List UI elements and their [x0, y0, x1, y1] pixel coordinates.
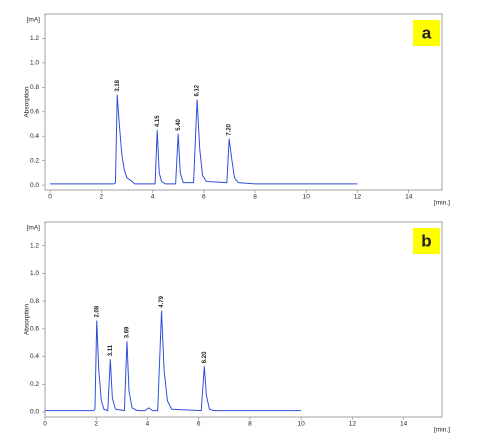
peak-label: 4.15	[155, 115, 161, 127]
x-tick-label: 0	[48, 194, 52, 201]
y-tick-label: 0.4	[30, 133, 39, 140]
trace	[45, 310, 302, 412]
plot-frame	[44, 13, 443, 191]
y-tick-label: 0.8	[30, 84, 39, 91]
trace	[50, 94, 358, 185]
y-tick-label: 1.0	[30, 60, 39, 67]
y-tick-label: 1.2	[30, 242, 39, 249]
x-unit: [min.]	[434, 200, 450, 207]
y-unit: [mA]	[27, 17, 41, 24]
panel-badge	[413, 228, 440, 254]
y-tick-label: 0.0	[30, 409, 39, 416]
y-tick-label: 0.0	[30, 182, 39, 189]
y-tick-label: 0.2	[30, 381, 39, 388]
x-tick-label: 6	[202, 194, 206, 201]
x-tick-label: 2	[100, 194, 104, 201]
panel-badge	[413, 20, 440, 46]
peak-label: 6.12	[195, 84, 201, 96]
peak-label: 3.69	[125, 326, 131, 338]
peak-label: 7.20	[227, 123, 233, 135]
y-tick-label: 0.6	[30, 326, 39, 333]
y-unit: [mA]	[27, 225, 41, 232]
x-unit: [min.]	[434, 427, 450, 434]
y-tick-label: 0.2	[30, 157, 39, 164]
x-tick-label: 6	[197, 421, 201, 428]
peak-label: 3.11	[108, 344, 114, 356]
y-tick-label: 0.8	[30, 298, 39, 305]
y-axis-label: Absorption	[24, 304, 31, 335]
y-axis-label: Absorption	[24, 86, 31, 117]
peak-label: 6.20	[202, 351, 208, 363]
x-tick-label: 4	[151, 194, 155, 201]
y-tick-label: 1.2	[30, 35, 39, 42]
panel-label: b	[421, 231, 431, 250]
plot-frame	[44, 221, 443, 418]
x-tick-label: 10	[303, 194, 311, 201]
x-tick-label: 0	[43, 421, 47, 428]
x-tick-label: 10	[298, 421, 306, 428]
y-tick-label: 0.4	[30, 353, 39, 360]
x-tick-label: 8	[248, 421, 252, 428]
peak-label: 4.79	[159, 295, 165, 307]
x-tick-label: 4	[146, 421, 150, 428]
x-tick-label: 12	[354, 194, 362, 201]
peak-label: 2.08	[94, 305, 100, 317]
x-tick-label: 8	[253, 194, 257, 201]
x-tick-label: 12	[349, 421, 357, 428]
peak-label: 5.40	[176, 118, 182, 130]
peak-label: 3.18	[115, 79, 121, 91]
y-tick-label: 1.0	[30, 270, 39, 277]
x-tick-label: 2	[94, 421, 98, 428]
panel-label: a	[422, 23, 432, 42]
x-tick-label: 14	[400, 421, 408, 428]
x-tick-label: 14	[405, 194, 413, 201]
y-tick-label: 0.6	[30, 108, 39, 115]
